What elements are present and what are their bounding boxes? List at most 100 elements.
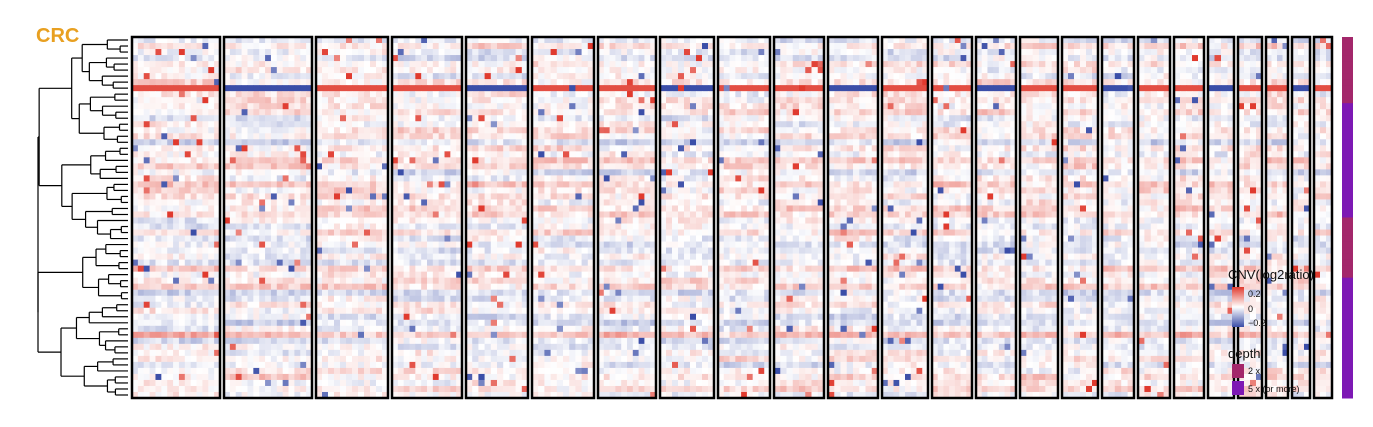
- heatmap-cell: [581, 127, 589, 134]
- heatmap-cell: [432, 109, 440, 116]
- heatmap-cell: [294, 241, 301, 248]
- heatmap-cell: [650, 247, 657, 254]
- heatmap-cell: [178, 385, 186, 393]
- heatmap-cell: [509, 223, 516, 230]
- heatmap-cell: [397, 169, 405, 176]
- heatmap-cell: [178, 181, 186, 188]
- heatmap-cell: [392, 331, 399, 339]
- heatmap-cell: [538, 229, 545, 236]
- heatmap-cell: [409, 133, 416, 140]
- heatmap-cell: [581, 37, 589, 44]
- heatmap-cell: [515, 163, 523, 170]
- heatmap-cell: [397, 331, 405, 339]
- heatmap-cell: [224, 79, 231, 86]
- heatmap-cell: [132, 127, 139, 134]
- heatmap-cell: [556, 349, 564, 357]
- heatmap-cell: [184, 349, 192, 357]
- heatmap-cell: [149, 121, 156, 128]
- heatmap-cell: [224, 325, 231, 333]
- heatmap-cell: [229, 319, 237, 327]
- heatmap-cell: [497, 307, 504, 315]
- heatmap-cell: [358, 55, 365, 62]
- heatmap-cell: [427, 391, 434, 399]
- heatmap-cell: [202, 157, 209, 164]
- heatmap-cell: [208, 103, 215, 110]
- heatmap-cell: [544, 307, 551, 315]
- heatmap-cell: [421, 43, 428, 50]
- heatmap-cell: [229, 391, 237, 399]
- heatmap-cell: [403, 97, 410, 104]
- heatmap-cell: [364, 103, 371, 110]
- heatmap-cell: [241, 79, 248, 86]
- heatmap-cell: [370, 277, 377, 285]
- heatmap-cell: [294, 199, 301, 206]
- heatmap-cell: [235, 229, 242, 236]
- heatmap-cell: [484, 253, 492, 261]
- heatmap-cell: [190, 367, 197, 375]
- heatmap-cell: [300, 355, 307, 363]
- heatmap-cell: [358, 85, 365, 92]
- heatmap-cell: [161, 187, 168, 194]
- heatmap-cell: [143, 187, 150, 194]
- heatmap-cell: [265, 157, 272, 164]
- heatmap-cell: [544, 379, 551, 387]
- heatmap-cell: [532, 277, 539, 285]
- heatmap-cell: [638, 43, 645, 50]
- heatmap-cell: [137, 199, 145, 206]
- heatmap-cell: [270, 349, 278, 357]
- heatmap-cell: [575, 73, 582, 80]
- heatmap-cell: [632, 151, 639, 158]
- heatmap-cell: [132, 139, 139, 146]
- heatmap-cell: [544, 217, 551, 224]
- heatmap-cell: [466, 343, 473, 351]
- heatmap-cell: [621, 91, 628, 98]
- heatmap-cell: [587, 103, 595, 110]
- heatmap-cell: [438, 349, 445, 357]
- heatmap-cell: [515, 367, 523, 375]
- heatmap-cell: [397, 391, 405, 399]
- heatmap-cell: [282, 79, 289, 86]
- heatmap-cell: [450, 199, 457, 206]
- heatmap-cell: [503, 337, 510, 345]
- heatmap-cell: [550, 241, 558, 248]
- heatmap-cell: [609, 127, 616, 134]
- heatmap-cell: [427, 175, 434, 182]
- heatmap-cell: [370, 175, 377, 182]
- heatmap-cell: [149, 277, 156, 285]
- heatmap-cell: [316, 241, 323, 248]
- heatmap-cell: [456, 253, 463, 261]
- heatmap-cell: [478, 103, 485, 110]
- heatmap-cell: [544, 91, 551, 98]
- heatmap-cell: [421, 163, 428, 170]
- heatmap-cell: [259, 307, 266, 315]
- heatmap-cell: [650, 235, 657, 242]
- heatmap-cell: [421, 187, 428, 194]
- heatmap-cell: [550, 235, 558, 242]
- heatmap-cell: [490, 355, 498, 363]
- heatmap-cell: [478, 307, 485, 315]
- heatmap-cell: [346, 127, 353, 134]
- heatmap-cell: [208, 259, 215, 267]
- heatmap-cell: [340, 235, 347, 242]
- heatmap-cell: [472, 367, 479, 375]
- heatmap-cell: [575, 43, 582, 50]
- heatmap-cell: [421, 385, 428, 393]
- heatmap-cell: [276, 277, 284, 285]
- heatmap-cell: [364, 301, 371, 309]
- heatmap-cell: [382, 151, 389, 158]
- heatmap-cell: [132, 331, 139, 339]
- heatmap-cell: [444, 97, 451, 104]
- heatmap-cell: [490, 271, 498, 279]
- heatmap-cell: [392, 127, 399, 134]
- heatmap-cell: [306, 55, 313, 62]
- heatmap-cell: [235, 199, 242, 206]
- heatmap-cell: [569, 55, 576, 62]
- heatmap-cell: [276, 103, 284, 110]
- heatmap-cell: [229, 211, 237, 218]
- heatmap-cell: [143, 295, 150, 303]
- heatmap-cell: [478, 241, 485, 248]
- heatmap-cell: [276, 385, 284, 393]
- heatmap-cell: [563, 145, 570, 152]
- heatmap-cell: [229, 259, 237, 267]
- heatmap-cell: [397, 181, 405, 188]
